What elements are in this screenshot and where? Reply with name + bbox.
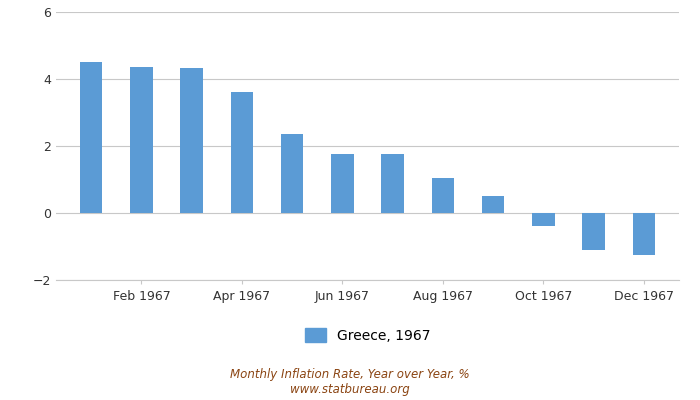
- Bar: [181, 68, 203, 213]
- Text: Monthly Inflation Rate, Year over Year, %: Monthly Inflation Rate, Year over Year, …: [230, 368, 470, 381]
- Bar: [482, 196, 505, 213]
- Bar: [432, 178, 454, 213]
- Bar: [382, 154, 404, 213]
- Bar: [130, 67, 153, 213]
- Bar: [633, 213, 655, 255]
- Bar: [582, 213, 605, 250]
- Bar: [532, 213, 554, 226]
- Legend: Greece, 1967: Greece, 1967: [299, 322, 436, 348]
- Text: www.statbureau.org: www.statbureau.org: [290, 383, 410, 396]
- Bar: [230, 92, 253, 213]
- Bar: [281, 134, 303, 213]
- Bar: [80, 62, 102, 213]
- Bar: [331, 154, 354, 213]
